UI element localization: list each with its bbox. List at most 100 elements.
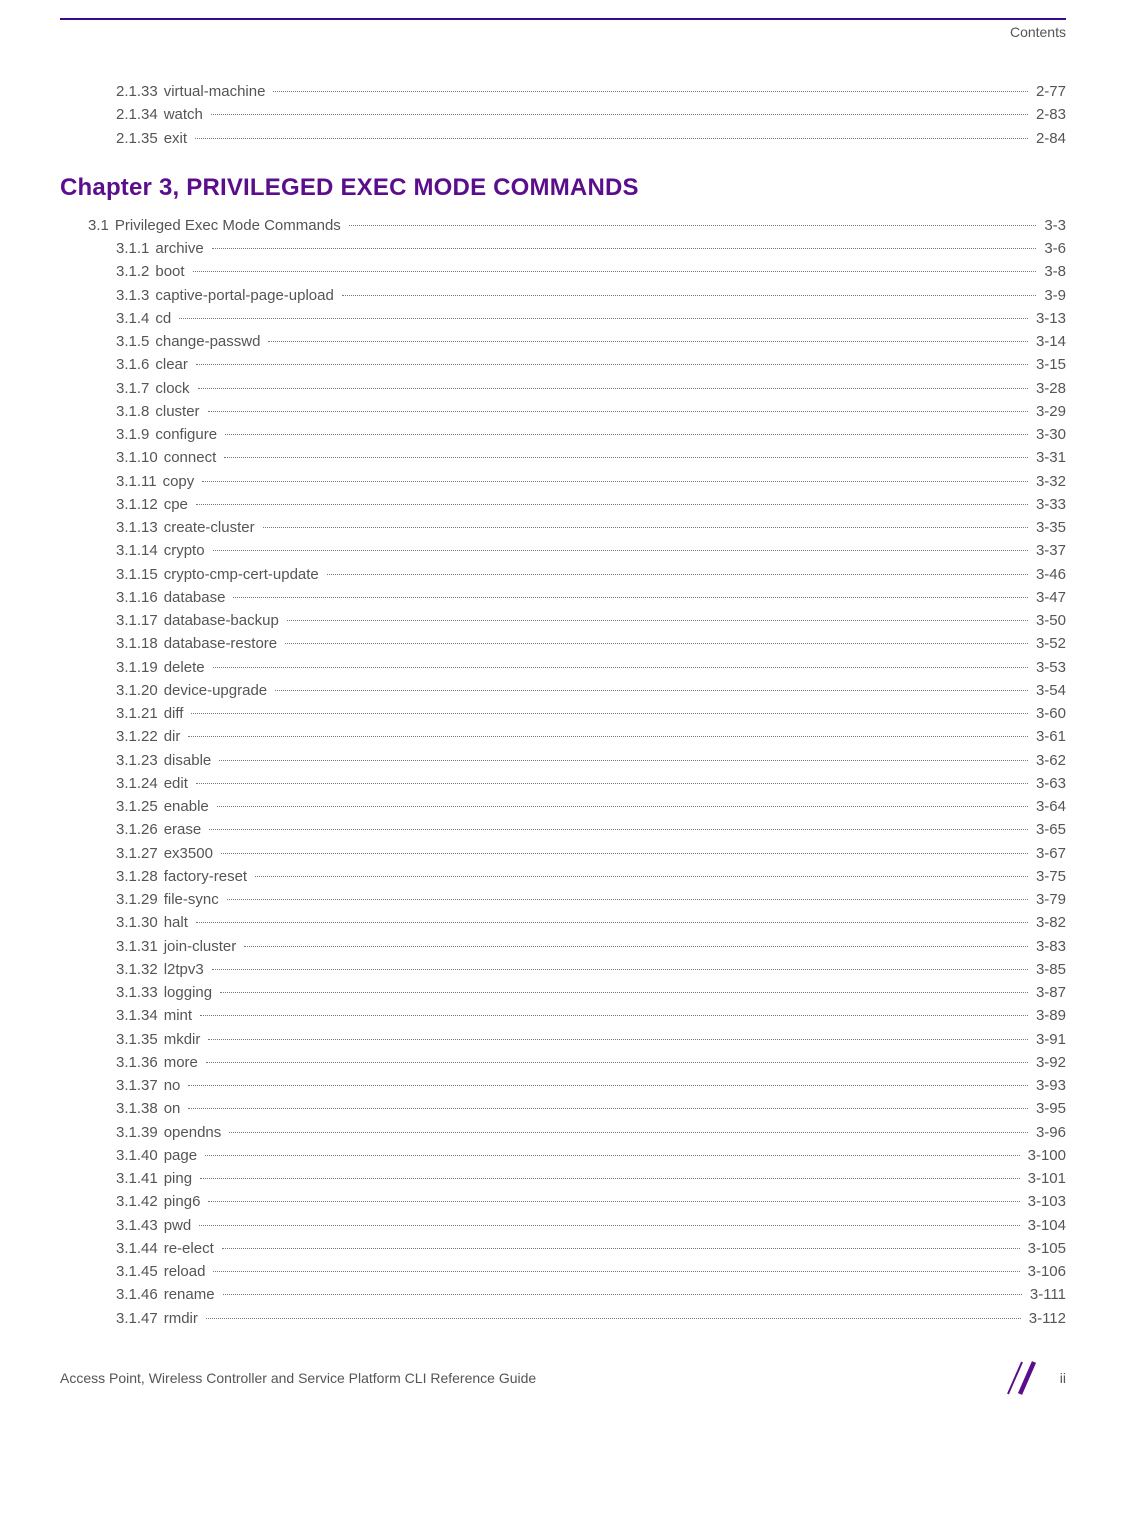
toc-entry[interactable]: 3.1.27ex35003-67 (116, 842, 1066, 865)
toc-entry[interactable]: 3.1.29file-sync3-79 (116, 888, 1066, 911)
toc-leader-dots (263, 527, 1028, 528)
toc-entry-number: 3.1.20 (116, 679, 164, 702)
toc-entry[interactable]: 3.1.30halt3-82 (116, 911, 1066, 934)
toc-entry-page: 3-67 (1032, 842, 1066, 865)
toc-entry-number: 3.1.36 (116, 1051, 164, 1074)
toc-entry[interactable]: 3.1.47rmdir3-112 (116, 1307, 1066, 1330)
toc-entry[interactable]: 3.1.6clear3-15 (116, 353, 1066, 376)
toc-entry[interactable]: 3.1Privileged Exec Mode Commands3-3 (88, 214, 1066, 237)
toc-entry[interactable]: 3.1.40page3-100 (116, 1144, 1066, 1167)
toc-entry-number: 3.1.44 (116, 1237, 164, 1260)
toc-entry-number: 3.1.41 (116, 1167, 164, 1190)
toc-entry[interactable]: 3.1.3captive-portal-page-upload3-9 (116, 284, 1066, 307)
toc-entry[interactable]: 3.1.14crypto3-37 (116, 539, 1066, 562)
toc-entry[interactable]: 3.1.39opendns3-96 (116, 1121, 1066, 1144)
toc-entry-title: archive (155, 237, 207, 260)
toc-entry[interactable]: 3.1.8cluster3-29 (116, 400, 1066, 423)
toc-entry-page: 3-50 (1032, 609, 1066, 632)
toc-entry[interactable]: 3.1.17database-backup3-50 (116, 609, 1066, 632)
toc-entry-title: crypto-cmp-cert-update (164, 563, 323, 586)
toc-entry[interactable]: 3.1.35mkdir3-91 (116, 1028, 1066, 1051)
toc-entry[interactable]: 3.1.45reload3-106 (116, 1260, 1066, 1283)
toc-entry[interactable]: 3.1.10connect3-31 (116, 446, 1066, 469)
toc-entry-number: 3.1.29 (116, 888, 164, 911)
toc-entry-page: 3-96 (1032, 1121, 1066, 1144)
toc-entry-number: 3.1.33 (116, 981, 164, 1004)
toc-entry[interactable]: 3.1.42ping63-103 (116, 1190, 1066, 1213)
toc-entry[interactable]: 3.1.19delete3-53 (116, 656, 1066, 679)
toc-entry-number: 3.1.1 (116, 237, 155, 260)
toc-entry-title: connect (164, 446, 221, 469)
toc-entry-page: 3-111 (1026, 1283, 1066, 1306)
toc-content: 2.1.33virtual-machine2-772.1.34watch2-83… (0, 50, 1126, 1350)
toc-leader-dots (349, 225, 1037, 226)
toc-entry[interactable]: 3.1.41ping3-101 (116, 1167, 1066, 1190)
toc-entry-number: 3.1.45 (116, 1260, 164, 1283)
toc-entry[interactable]: 3.1.13create-cluster3-35 (116, 516, 1066, 539)
toc-entry-title: reload (164, 1260, 210, 1283)
toc-entry-page: 2-83 (1032, 103, 1066, 126)
toc-entry-page: 3-31 (1032, 446, 1066, 469)
toc-entry[interactable]: 3.1.25enable3-64 (116, 795, 1066, 818)
toc-leader-dots (198, 388, 1028, 389)
toc-leader-dots (196, 783, 1028, 784)
toc-entry[interactable]: 3.1.21diff3-60 (116, 702, 1066, 725)
toc-entry-page: 3-35 (1032, 516, 1066, 539)
toc-entry[interactable]: 3.1.16database3-47 (116, 586, 1066, 609)
toc-entry[interactable]: 3.1.37no3-93 (116, 1074, 1066, 1097)
toc-entry-page: 3-53 (1032, 656, 1066, 679)
toc-entry-title: clock (155, 377, 193, 400)
toc-leader-dots (275, 690, 1028, 691)
toc-entry[interactable]: 3.1.38on3-95 (116, 1097, 1066, 1120)
toc-leader-dots (211, 114, 1028, 115)
toc-entry-number: 3.1.2 (116, 260, 155, 283)
toc-entry-page: 3-82 (1032, 911, 1066, 934)
toc-entry[interactable]: 3.1.22dir3-61 (116, 725, 1066, 748)
toc-entry[interactable]: 3.1.12cpe3-33 (116, 493, 1066, 516)
toc-entry[interactable]: 3.1.34mint3-89 (116, 1004, 1066, 1027)
toc-entry-number: 3.1.18 (116, 632, 164, 655)
toc-entry-page: 3-6 (1040, 237, 1066, 260)
toc-entry-number: 2.1.33 (116, 80, 164, 103)
toc-entry-number: 3.1.6 (116, 353, 155, 376)
toc-entry[interactable]: 2.1.33virtual-machine2-77 (116, 80, 1066, 103)
toc-entry-title: dir (164, 725, 185, 748)
toc-entry[interactable]: 3.1.28factory-reset3-75 (116, 865, 1066, 888)
toc-entry[interactable]: 3.1.7clock3-28 (116, 377, 1066, 400)
toc-entry[interactable]: 3.1.4cd3-13 (116, 307, 1066, 330)
toc-leader-dots (188, 1085, 1028, 1086)
toc-entry[interactable]: 3.1.24edit3-63 (116, 772, 1066, 795)
toc-entry[interactable]: 3.1.32l2tpv33-85 (116, 958, 1066, 981)
toc-entry[interactable]: 3.1.33logging3-87 (116, 981, 1066, 1004)
toc-entry[interactable]: 3.1.2boot3-8 (116, 260, 1066, 283)
toc-entry-page: 3-95 (1032, 1097, 1066, 1120)
toc-entry[interactable]: 3.1.23disable3-62 (116, 749, 1066, 772)
toc-entry[interactable]: 3.1.46rename3-111 (116, 1283, 1066, 1306)
toc-entry-page: 3-104 (1024, 1214, 1066, 1237)
toc-entry[interactable]: 2.1.35exit2-84 (116, 127, 1066, 150)
toc-entry-page: 3-28 (1032, 377, 1066, 400)
toc-entry-page: 3-9 (1040, 284, 1066, 307)
toc-entry[interactable]: 3.1.11copy3-32 (116, 470, 1066, 493)
toc-entry[interactable]: 2.1.34watch2-83 (116, 103, 1066, 126)
toc-entry[interactable]: 3.1.1archive 3-6 (116, 237, 1066, 260)
toc-entry[interactable]: 3.1.18database-restore3-52 (116, 632, 1066, 655)
toc-entry-title: watch (164, 103, 207, 126)
toc-entry[interactable]: 3.1.15crypto-cmp-cert-update3-46 (116, 563, 1066, 586)
page-footer: Access Point, Wireless Controller and Se… (0, 1350, 1126, 1426)
toc-entry-title: copy (163, 470, 199, 493)
toc-entry-title: cluster (155, 400, 203, 423)
toc-entry[interactable]: 3.1.5change-passwd3-14 (116, 330, 1066, 353)
toc-entry[interactable]: 3.1.44re-elect3-105 (116, 1237, 1066, 1260)
toc-entry-page: 3-79 (1032, 888, 1066, 911)
toc-entry[interactable]: 3.1.26erase3-65 (116, 818, 1066, 841)
toc-entry[interactable]: 3.1.9configure3-30 (116, 423, 1066, 446)
toc-leader-dots (227, 899, 1028, 900)
toc-entry-page: 3-91 (1032, 1028, 1066, 1051)
toc-entry[interactable]: 3.1.36more3-92 (116, 1051, 1066, 1074)
toc-entry[interactable]: 3.1.43pwd3-104 (116, 1214, 1066, 1237)
toc-entry-number: 3.1 (88, 214, 115, 237)
toc-entry[interactable]: 3.1.31join-cluster3-83 (116, 935, 1066, 958)
toc-entry-page: 3-75 (1032, 865, 1066, 888)
toc-entry[interactable]: 3.1.20device-upgrade3-54 (116, 679, 1066, 702)
